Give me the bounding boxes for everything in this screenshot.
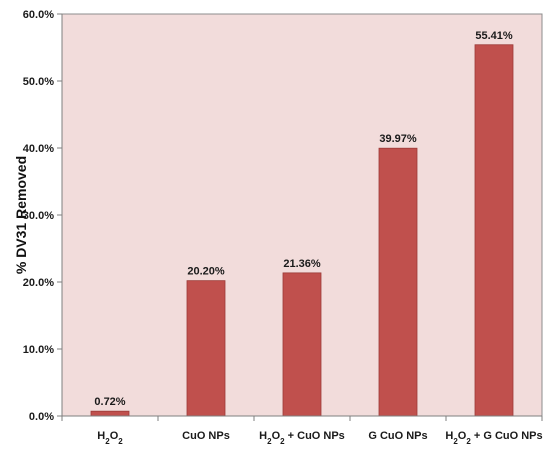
data-label: 20.20% — [187, 266, 225, 278]
bar — [186, 280, 226, 417]
x-category-label: H2O2 — [97, 430, 123, 446]
y-axis: 0.0% 10.0% 20.0% 30.0% 40.0% 50.0% 60.0% — [23, 9, 63, 423]
x-axis: H2O2 CuO NPs H2O2 + CuO NPs G CuO NPs H2O2 +… — [61, 415, 543, 446]
bar — [90, 410, 130, 417]
data-labels: 0.72% 20.20% 21.36% 39.97% 55.41% — [94, 30, 512, 408]
y-tick-label: 10.0% — [23, 344, 54, 356]
x-category-label: H2O2 + G CuO NPs — [445, 430, 542, 446]
y-tick-label: 20.0% — [23, 277, 54, 289]
y-tick-label: 60.0% — [23, 9, 54, 21]
y-axis-title: % DV31 Removed — [13, 156, 29, 274]
x-category-label: G CuO NPs — [368, 430, 427, 442]
data-label: 21.36% — [283, 258, 321, 270]
bar — [282, 272, 322, 417]
data-label: 0.72% — [94, 396, 125, 408]
data-label: 55.41% — [475, 30, 513, 42]
y-tick-label: 40.0% — [23, 143, 54, 155]
y-tick-label: 30.0% — [23, 210, 54, 222]
bars — [90, 44, 514, 417]
bar — [474, 44, 514, 417]
bar — [378, 147, 418, 417]
x-category-label: H2O2 + CuO NPs — [259, 430, 345, 446]
x-category-label: CuO NPs — [182, 430, 230, 442]
y-tick-label: 50.0% — [23, 76, 54, 88]
y-tick-label: 0.0% — [29, 411, 54, 423]
data-label: 39.97% — [379, 133, 417, 145]
